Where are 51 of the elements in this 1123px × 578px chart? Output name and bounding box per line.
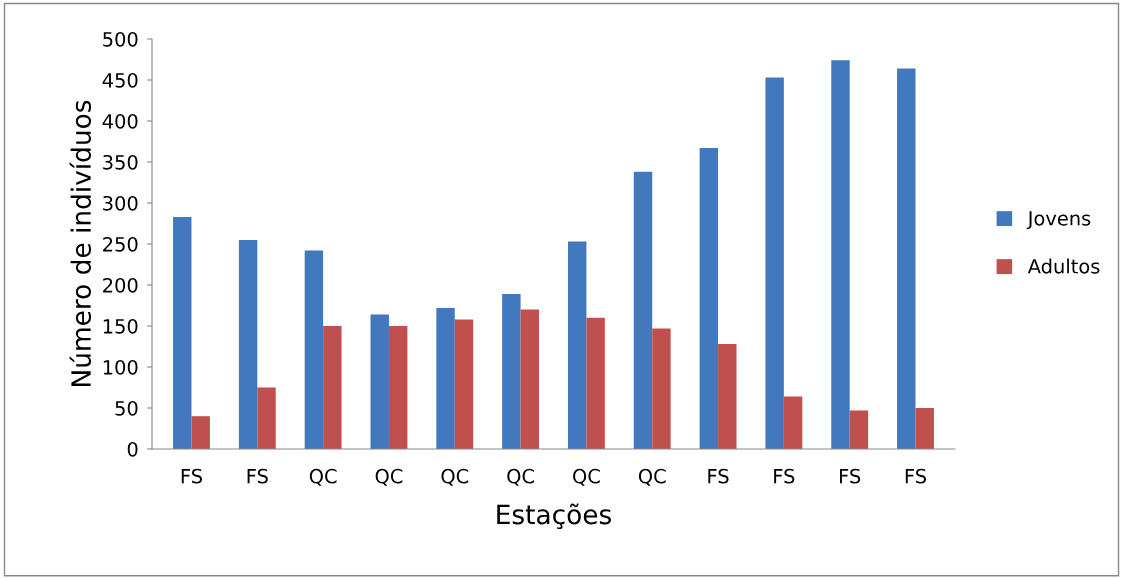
y-tick-label: 150 <box>103 318 138 334</box>
legend-label: Adultos <box>1027 258 1100 274</box>
bar <box>502 294 521 449</box>
bar <box>633 171 653 449</box>
bar <box>370 314 389 449</box>
bar <box>191 416 210 449</box>
bar <box>304 250 324 449</box>
bar <box>238 239 258 449</box>
y-tick-label: 0 <box>127 441 138 457</box>
legend-label: Jovens <box>1026 211 1091 230</box>
x-tick-label: FS <box>840 468 861 484</box>
bar <box>454 319 474 449</box>
y-tick-label: 100 <box>103 359 138 375</box>
x-tick-label: QC <box>375 468 403 486</box>
x-tick-label: QC <box>441 468 469 486</box>
bar <box>586 317 605 449</box>
y-tick-label: 450 <box>102 72 138 88</box>
bar <box>520 309 540 449</box>
bar <box>831 60 850 449</box>
y-tick-label: 350 <box>103 154 138 170</box>
bar <box>567 241 587 449</box>
bar <box>652 328 671 449</box>
bar <box>173 216 192 449</box>
bar <box>897 68 916 449</box>
y-tick-label: 300 <box>103 195 138 211</box>
bar <box>699 148 719 449</box>
y-axis-title: Número de indivíduos <box>69 100 92 386</box>
bar <box>783 396 803 449</box>
x-tick-label: FS <box>181 468 202 484</box>
x-tick-label: FS <box>905 468 927 484</box>
bar <box>765 77 784 449</box>
bar <box>436 307 455 449</box>
x-tick-label: FS <box>708 468 729 484</box>
y-tick-label: 400 <box>102 113 138 129</box>
bar <box>388 326 408 449</box>
x-tick-label: QC <box>309 468 337 486</box>
x-tick-label: QC <box>507 468 534 486</box>
bar <box>323 326 342 449</box>
y-tick-label: 500 <box>103 31 138 47</box>
x-tick-label: QC <box>573 468 600 486</box>
y-tick-label: 200 <box>103 277 138 293</box>
x-tick-label: QC <box>638 468 666 486</box>
bar <box>915 408 934 449</box>
bar <box>257 387 276 449</box>
x-tick-label: FS <box>247 468 268 484</box>
x-axis-title: Estações <box>497 503 611 530</box>
bar <box>849 410 869 449</box>
bar <box>718 344 737 449</box>
y-tick-label: 50 <box>115 400 138 416</box>
y-tick-label: 250 <box>103 236 138 252</box>
x-tick-label: FS <box>774 468 795 484</box>
